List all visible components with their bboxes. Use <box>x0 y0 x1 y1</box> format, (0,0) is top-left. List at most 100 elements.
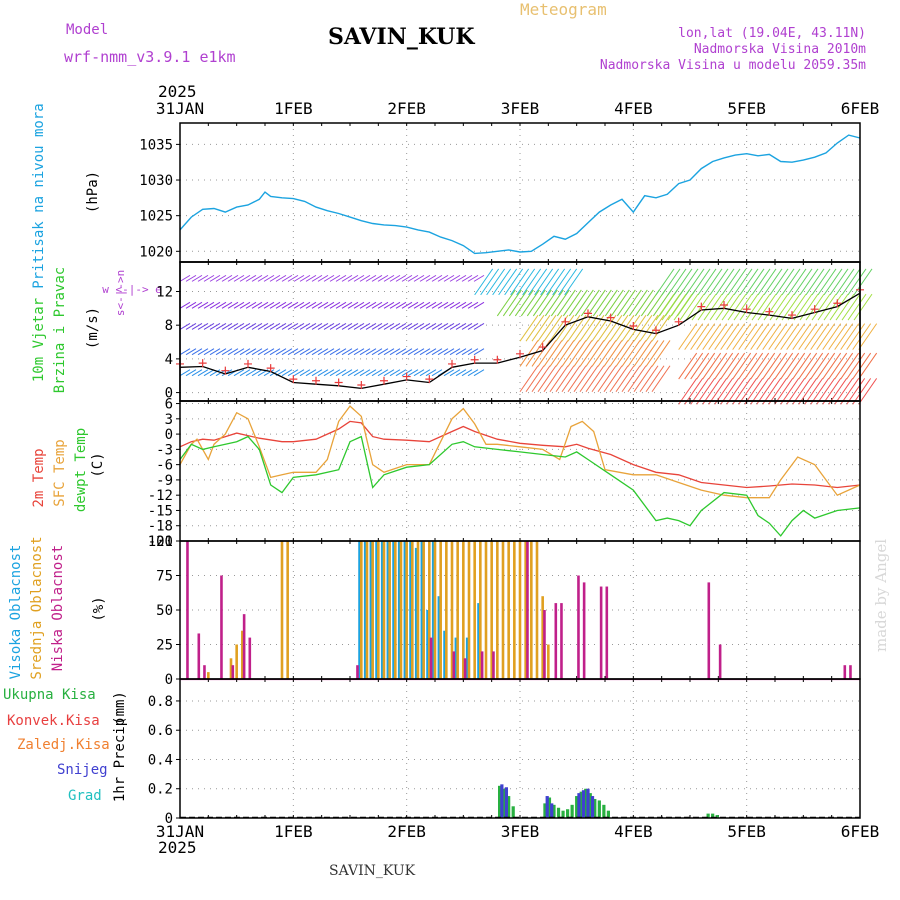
total-precip-bar <box>543 803 547 818</box>
wind-barb <box>215 322 227 330</box>
wind-barb <box>702 352 722 380</box>
wind-barb <box>840 352 860 380</box>
total-precip-bar <box>575 796 579 818</box>
wind-barb <box>585 340 605 367</box>
wind-barb <box>834 378 854 405</box>
mid-cloud-bar <box>490 541 493 679</box>
wind-barb <box>347 369 359 377</box>
snow-precip-bar <box>504 787 508 818</box>
wind-barb <box>401 348 413 356</box>
wind-barb <box>347 301 359 309</box>
low-cloud-bar <box>452 651 456 679</box>
wind-barb <box>720 323 740 350</box>
wind-barb <box>317 301 329 309</box>
wind-barb <box>323 369 335 377</box>
model-label: Model <box>66 22 108 38</box>
wind-barb <box>389 274 401 282</box>
wind-barb <box>769 268 789 296</box>
y-tick-label: 50 <box>156 603 173 619</box>
wind-barb <box>467 274 479 282</box>
mid-cloud-bar <box>207 672 210 679</box>
wind-barb <box>287 274 299 282</box>
wind-barb <box>726 352 746 380</box>
total-precip-bar <box>511 806 515 818</box>
low-cloud-bar <box>707 582 711 679</box>
wind-barb <box>786 352 806 380</box>
wind-barb <box>335 301 347 309</box>
wind-barb <box>293 348 305 356</box>
wind-barb <box>720 352 740 380</box>
mid-cloud-bar <box>433 541 437 679</box>
wind-barb <box>846 323 866 350</box>
wind-barb <box>179 274 191 282</box>
wind-barb <box>525 340 545 367</box>
wind-barb <box>537 314 557 342</box>
wind-barb <box>609 340 629 367</box>
wind-barb <box>840 323 860 350</box>
high-cloud-bar <box>465 637 469 679</box>
wind-barb <box>847 268 867 296</box>
precip-conv-label: Konvek.Kisa <box>7 713 100 729</box>
wind-barb <box>329 369 341 377</box>
wind-barb <box>401 322 413 330</box>
low-cloud-bar <box>463 658 467 679</box>
wind-barb <box>639 365 659 393</box>
wind-barb <box>798 378 818 405</box>
wind-barb <box>179 301 191 309</box>
wind-barb <box>645 365 665 393</box>
wind-barb <box>221 348 233 356</box>
wind-barb <box>449 369 461 377</box>
wind-barb <box>329 348 341 356</box>
wind-barb <box>549 365 569 393</box>
wind-barb <box>739 293 759 321</box>
wind-barb <box>359 274 371 282</box>
mid-cloud-bar <box>530 541 533 679</box>
low-cloud-bar <box>577 575 580 679</box>
total-precip-bar <box>566 809 570 818</box>
wind-barb <box>335 369 347 377</box>
x-tick-label-bottom: 4FEB <box>614 822 653 841</box>
wind-barb <box>799 268 819 296</box>
wind-barb <box>437 274 449 282</box>
wind-barb <box>413 322 425 330</box>
wind-barb <box>353 348 365 356</box>
y-tick-label: -6 <box>156 458 173 474</box>
wind-barb <box>227 301 239 309</box>
wind-barb <box>233 274 245 282</box>
wind-barb <box>197 301 209 309</box>
snow-precip-bar <box>550 803 554 818</box>
wind-barb <box>365 348 377 356</box>
wind-barb <box>383 348 395 356</box>
wind-barb <box>419 322 431 330</box>
wind-barb <box>561 365 581 393</box>
wind-barb <box>645 340 665 367</box>
high-cloud-bar <box>477 603 480 679</box>
wind-barb <box>341 322 353 330</box>
wind-barb <box>714 323 734 350</box>
wind-barb <box>269 322 281 330</box>
mid-cloud-bar <box>235 644 238 679</box>
wind-barb <box>792 378 812 405</box>
wind-barb <box>537 340 557 367</box>
total-precip-bar <box>579 791 583 818</box>
gust-marker <box>470 355 479 364</box>
wind-barb <box>239 274 251 282</box>
wind-barb <box>685 268 705 296</box>
gust-marker <box>198 359 207 368</box>
wind-barb <box>568 289 588 317</box>
wind-barb <box>673 268 693 296</box>
gust-marker <box>606 313 615 322</box>
panel-1: 0 4 8 12 <box>156 261 878 405</box>
wind-barb <box>455 301 467 309</box>
wind-barb <box>562 289 582 317</box>
wind-barb <box>645 314 665 342</box>
wind-barb <box>179 322 191 330</box>
wind-barb <box>449 348 461 356</box>
mid-cloud-bar <box>484 541 488 679</box>
wind-barb <box>269 369 281 377</box>
wind-barb <box>425 274 437 282</box>
wind-barb <box>615 365 635 393</box>
gust-marker <box>289 375 298 384</box>
wind-barb <box>690 378 710 405</box>
y-tick-label: -21 <box>148 534 173 550</box>
